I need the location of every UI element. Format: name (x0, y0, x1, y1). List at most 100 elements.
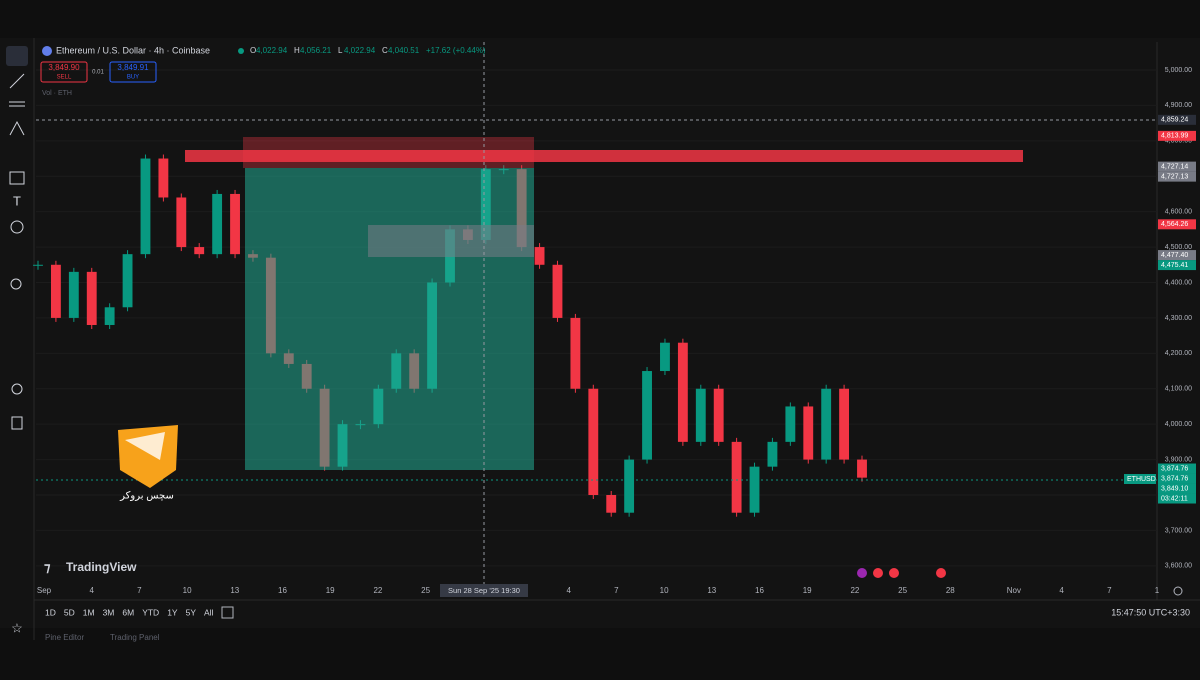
tool-text[interactable]: T (13, 193, 21, 208)
countdown: 03:42:11 (1161, 495, 1188, 502)
candle (104, 307, 115, 325)
y-tick-label: 3,600.00 (1165, 563, 1192, 570)
event-icon[interactable] (889, 568, 899, 578)
price-tag-label: 3,874.76 (1161, 475, 1188, 482)
x-tick-label: 13 (707, 586, 716, 595)
candle (176, 197, 187, 248)
candle (821, 388, 832, 460)
x-tick-label: 19 (803, 586, 812, 595)
ohlc-key: O (250, 46, 256, 55)
range-button[interactable]: All (204, 607, 214, 617)
candle (86, 271, 97, 325)
candle (785, 406, 796, 442)
range-button[interactable]: YTD (142, 607, 159, 617)
range-button[interactable]: 3M (103, 607, 115, 617)
tool-cursor[interactable] (6, 46, 28, 66)
price-tag-label: 4,813.99 (1161, 133, 1188, 140)
tool-trash[interactable] (11, 416, 23, 430)
tool-watchlist[interactable]: ☆ (11, 620, 23, 635)
stop-zone (243, 137, 534, 168)
candle (194, 247, 205, 255)
y-tick-label: 4,500.00 (1165, 244, 1192, 251)
candle (749, 466, 760, 513)
range-button[interactable]: 5D (64, 607, 75, 617)
x-tick-label: 28 (946, 586, 955, 595)
tool-eye[interactable] (11, 383, 23, 395)
tv-watermark-text: TradingView (66, 560, 137, 574)
candle (677, 342, 688, 442)
range-button[interactable]: 1Y (167, 607, 178, 617)
event-icon[interactable] (857, 568, 867, 578)
range-button[interactable]: 1M (83, 607, 95, 617)
settings-icon[interactable] (1173, 586, 1183, 596)
range-button[interactable]: 6M (122, 607, 134, 617)
candle (68, 271, 79, 318)
sell-button[interactable] (40, 61, 88, 83)
ohlc-change: +17.62 (+0.44%) (426, 46, 486, 55)
tool-line[interactable] (9, 73, 25, 89)
tool-shape[interactable] (9, 171, 25, 185)
ohlc-key: H (294, 46, 300, 55)
status-dot (238, 48, 244, 54)
symbol-tag (1124, 474, 1156, 484)
candle (534, 247, 545, 265)
price-tag-label: 4,564.26 (1161, 221, 1188, 228)
window (0, 38, 1200, 628)
bottom-tab[interactable]: Trading Panel (110, 633, 160, 642)
clock: 15:47:50 UTC+3:30 (1111, 607, 1190, 617)
x-tick-label: 16 (755, 586, 764, 595)
price-tag (1158, 130, 1196, 141)
entry-zone (368, 225, 534, 257)
x-tick-label: Nov (1007, 586, 1021, 595)
buy-button[interactable] (109, 61, 157, 83)
crosshair-label: Sun 28 Sep '25 19:30 (448, 586, 520, 595)
candle (767, 441, 778, 467)
tv-watermark: ⁊ (44, 559, 51, 574)
candle (552, 264, 563, 318)
tool-emoji[interactable] (10, 220, 24, 234)
quantity: 0.01 (92, 70, 104, 76)
candle (839, 388, 850, 460)
date-range-icon[interactable] (221, 606, 234, 619)
candle (803, 406, 814, 460)
price-tag (1158, 171, 1196, 182)
ohlc-key: C (382, 46, 388, 55)
candle (857, 459, 867, 478)
ohlc-key: L (338, 46, 343, 55)
ohlc: O 4,022.94 H 4,056.21 L 4,022.94 C 4,040.51 +17.… (238, 46, 486, 55)
candle (212, 193, 223, 255)
y-tick-label: 5,000.00 (1165, 67, 1192, 74)
x-tick-label: 4 (1059, 586, 1064, 595)
price-tag (1158, 473, 1196, 484)
candle (731, 441, 742, 513)
tool-pattern[interactable] (9, 120, 25, 136)
ohlc-value: 4,056.21 (300, 46, 332, 55)
price-tag-label: 4,727.14 (1161, 163, 1188, 170)
event-icon[interactable] (936, 568, 946, 578)
price-tag-label: 3,849.10 (1161, 485, 1188, 492)
event-icon[interactable] (873, 568, 883, 578)
x-tick-label: 7 (1107, 586, 1112, 595)
x-tick-label: 7 (137, 586, 142, 595)
ohlc-value: 4,022.94 (344, 46, 376, 55)
bottom-tab[interactable]: Pine Editor (45, 633, 84, 642)
y-tick-label: 4,900.00 (1165, 102, 1192, 109)
range-button[interactable]: 1D (45, 607, 56, 617)
resistance-zone (185, 150, 1023, 162)
tool-zoom[interactable] (10, 278, 22, 290)
price-tag (1158, 250, 1196, 261)
x-tick-label: 4 (89, 586, 94, 595)
candle (122, 254, 133, 308)
volume-label: Vol · ETH (42, 90, 72, 97)
x-tick-label: 16 (278, 586, 287, 595)
range-button[interactable]: 5Y (186, 607, 197, 617)
price-tag (1158, 483, 1196, 494)
price-tag-label: 3,874.76 (1161, 465, 1188, 472)
x-tick-label: 4 (566, 586, 571, 595)
sell-price: 3,849.90 (48, 63, 80, 72)
y-tick-label: 4,800.00 (1165, 138, 1192, 145)
countdown-tag (1158, 493, 1196, 504)
x-tick-label: 22 (850, 586, 859, 595)
broker-name: سچس بروکر (119, 491, 174, 502)
